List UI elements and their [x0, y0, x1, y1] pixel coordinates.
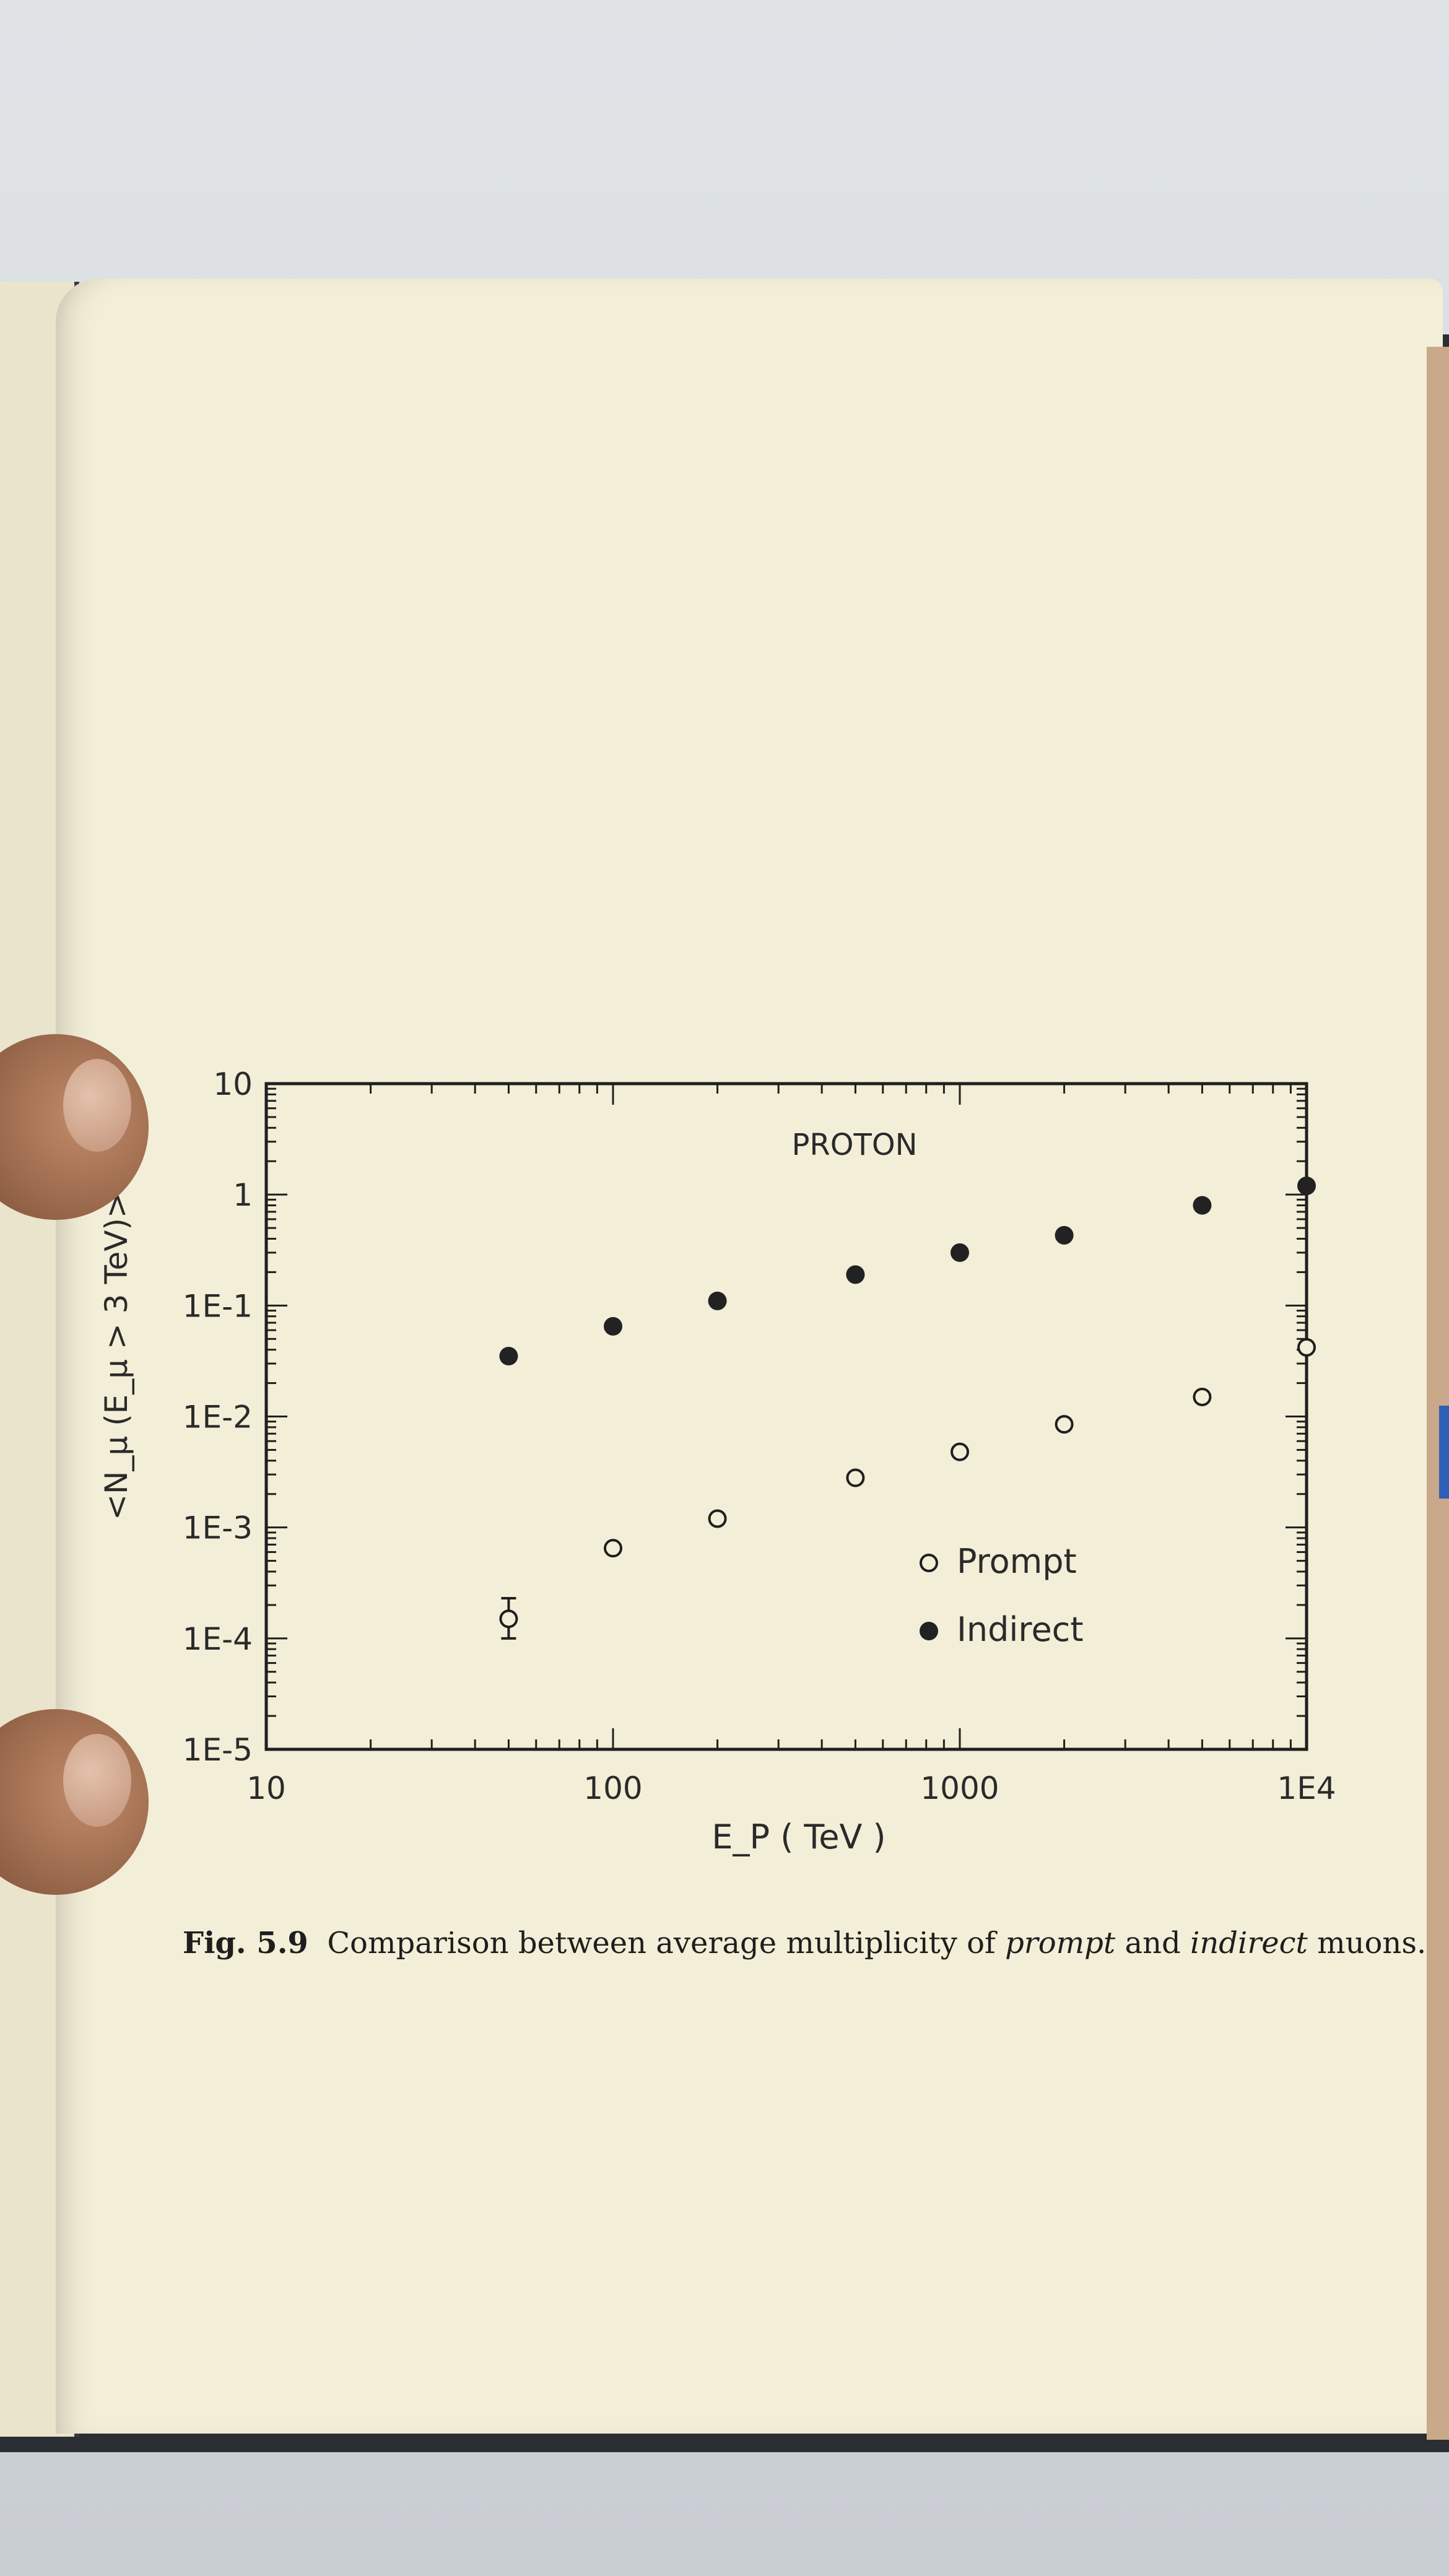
- thumb-upper: [0, 1034, 149, 1220]
- x-tick-label: 10: [246, 1770, 286, 1806]
- indirect-point: [708, 1291, 727, 1310]
- legend-label-prompt: Prompt: [957, 1542, 1077, 1581]
- x-tick-label: 100: [583, 1770, 642, 1806]
- chart-title: PROTON: [791, 1128, 917, 1162]
- y-axis-ticks: [266, 1087, 1307, 1751]
- y-axis-tick-labels: 10 1 1E-1 1E-2 1E-3 1E-4 1E-5: [183, 1066, 253, 1768]
- plot-border: [264, 1082, 1308, 1751]
- book-right-edge: [1427, 347, 1449, 2440]
- indirect-point: [604, 1316, 622, 1336]
- prompt-point: [1193, 1387, 1212, 1406]
- x-tick-label: 1E4: [1277, 1770, 1336, 1806]
- y-tick-label: 1: [233, 1177, 253, 1213]
- caption-label: Fig. 5.9: [183, 1926, 308, 1960]
- prompt-point: [951, 1442, 969, 1461]
- caption-text-before: Comparison between average multiplicity …: [327, 1926, 1006, 1960]
- legend-marker-prompt: [920, 1554, 938, 1572]
- prompt-point: [846, 1468, 865, 1487]
- indirect-point: [1055, 1225, 1074, 1245]
- y-axis-label: <N_μ (E_μ > 3 TeV)>: [98, 1192, 134, 1520]
- caption-text-after: muons.: [1307, 1926, 1427, 1960]
- indirect-point: [1193, 1196, 1212, 1215]
- series-indirect-points: [499, 1176, 1316, 1366]
- x-axis-ticks: [265, 1084, 1292, 1749]
- legend: Prompt Indirect: [920, 1542, 1084, 1649]
- prompt-point: [604, 1539, 622, 1558]
- y-tick-label: 1E-1: [183, 1288, 253, 1324]
- x-tick-label: 1000: [920, 1770, 999, 1806]
- y-tick-label: 1E-2: [183, 1399, 253, 1435]
- thumbnail-nail: [63, 1734, 131, 1827]
- y-tick-label: 1E-5: [183, 1732, 253, 1768]
- y-tick-label: 10: [213, 1066, 253, 1102]
- caption-prompt-word: prompt: [1005, 1926, 1116, 1960]
- indirect-point: [951, 1243, 969, 1262]
- indirect-point: [499, 1347, 518, 1366]
- indirect-point: [1297, 1176, 1316, 1195]
- indirect-point: [846, 1265, 865, 1284]
- thumbnail-nail: [63, 1059, 131, 1152]
- legend-label-indirect: Indirect: [957, 1610, 1084, 1649]
- legend-marker-indirect: [920, 1622, 938, 1640]
- caption-indirect-word: indirect: [1190, 1926, 1308, 1960]
- plot-frame: [264, 1082, 1308, 1751]
- series-prompt-points: [499, 1338, 1316, 1629]
- prompt-point: [708, 1509, 727, 1528]
- prompt-point: [499, 1609, 518, 1629]
- thumb-lower: [0, 1709, 149, 1895]
- x-axis-label: E_P ( TeV ): [711, 1817, 886, 1856]
- y-tick-label: 1E-3: [183, 1510, 253, 1546]
- x-axis-tick-labels: 10 100 1000 1E4: [246, 1770, 1336, 1806]
- prompt-point: [1297, 1338, 1316, 1357]
- figure-caption: Fig. 5.9 Comparison between average mult…: [183, 1926, 1426, 1960]
- blue-bookmark-tab: [1439, 1406, 1449, 1499]
- y-tick-label: 1E-4: [183, 1621, 253, 1657]
- caption-text-middle: and: [1115, 1926, 1190, 1960]
- book-page: [56, 279, 1443, 2434]
- prompt-point: [1055, 1415, 1074, 1434]
